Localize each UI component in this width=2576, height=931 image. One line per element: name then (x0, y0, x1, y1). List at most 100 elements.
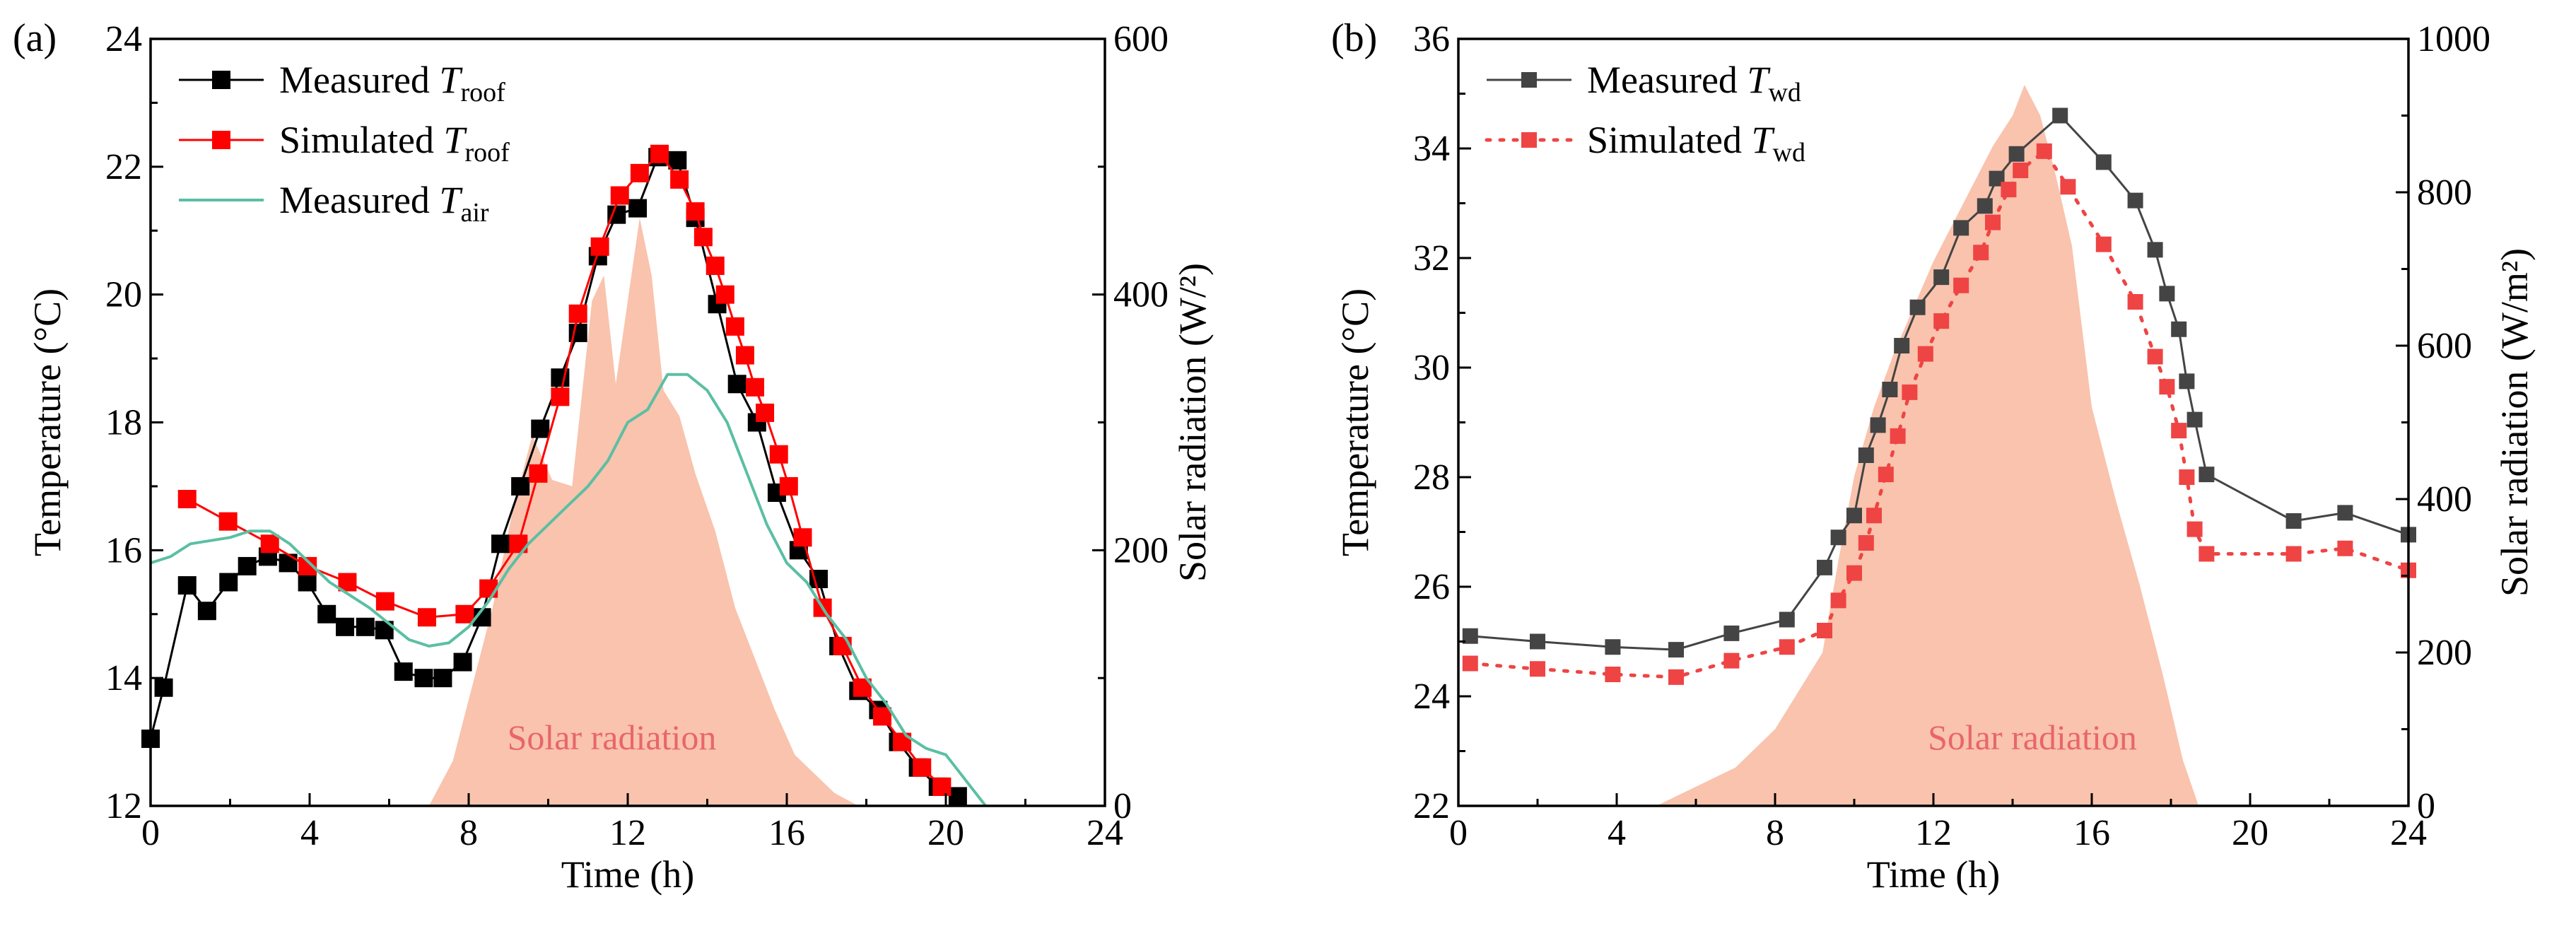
legend-prefix: Simulated (279, 119, 443, 161)
data-point (715, 285, 734, 304)
legend-marker (212, 131, 230, 149)
panel-label: (b) (1331, 16, 1377, 60)
data-point (2001, 182, 2017, 198)
data-point (197, 602, 216, 621)
x-tick-label: 4 (300, 813, 319, 853)
data-point (279, 554, 298, 573)
legend-entry: Measured Tair (279, 179, 489, 228)
y2-tick-label: 200 (1113, 530, 1169, 570)
data-point (2095, 236, 2112, 252)
x-tick-label: 20 (2232, 813, 2268, 853)
data-point (1530, 633, 1545, 650)
data-point (1878, 467, 1894, 483)
data-point (317, 604, 336, 623)
legend-prefix: Measured (279, 59, 439, 101)
x-tick-label: 20 (927, 813, 964, 853)
data-point (590, 237, 609, 256)
legend-prefix: Measured (279, 179, 439, 221)
data-point (2285, 513, 2302, 529)
x-tick-label: 0 (141, 813, 160, 853)
data-point (2147, 349, 2163, 365)
data-point (1933, 269, 1950, 286)
data-point (2127, 192, 2143, 209)
legend-entry: Simulated Troof (279, 119, 510, 168)
series-simulated-t-roof (177, 144, 952, 796)
data-point (913, 758, 932, 777)
data-point (2060, 179, 2076, 195)
data-point (1902, 384, 1918, 400)
x-axis: 0 4 8 12 16 20 24 Time (h) (1449, 793, 2427, 896)
y-axis-label: Temperature (°C) (26, 288, 69, 556)
data-point (2179, 469, 2195, 485)
x-tick-label: 4 (1608, 813, 1626, 853)
y2-tick-label: 0 (1113, 786, 1132, 826)
x-tick-label: 24 (2390, 813, 2427, 853)
data-point (260, 534, 279, 554)
legend-variable: T (439, 179, 463, 221)
data-point (1933, 313, 1950, 329)
data-point (1830, 592, 1846, 609)
data-point (453, 652, 472, 672)
legend-subscript: air (460, 198, 488, 228)
data-point (568, 304, 587, 323)
y-axis-right: 0 200 400 600 800 1000 Solar radiation (W/m²) (2396, 19, 2536, 826)
y-tick-label: 32 (1413, 238, 1450, 279)
data-point (2052, 107, 2068, 124)
data-point (686, 202, 705, 221)
data-point (1870, 417, 1886, 433)
data-point (336, 617, 355, 636)
data-point (551, 387, 570, 406)
data-point (756, 403, 775, 422)
y-axis-right: 0 200 400 600 Solar radiation (W/²) (1092, 19, 1214, 826)
y-axis-left: 22 24 26 28 30 32 34 36 Temperature (°C) (1334, 19, 1471, 826)
data-point (1953, 220, 1969, 236)
series-line (1468, 149, 2411, 679)
data-point (219, 573, 238, 592)
x-axis-label: Time (h) (561, 853, 695, 896)
data-point (2171, 321, 2187, 337)
data-point (2179, 373, 2195, 390)
legend-variable: T (1751, 119, 1775, 161)
data-point (1953, 277, 1969, 293)
data-point (1723, 652, 1740, 669)
legend-entry: Simulated Twd (1587, 119, 1805, 168)
data-point (177, 490, 197, 508)
data-point (2036, 143, 2052, 159)
legend-prefix: Measured (1587, 59, 1747, 101)
y2-tick-label: 600 (2417, 326, 2472, 366)
y-tick-label: 34 (1413, 129, 1450, 169)
data-point (2171, 423, 2187, 439)
data-point (1866, 508, 1882, 524)
data-point (1894, 338, 1910, 353)
data-point (433, 669, 452, 688)
legend-subscript: roof (460, 78, 505, 107)
legend-variable: T (443, 119, 467, 161)
data-point (2159, 286, 2175, 302)
y2-tick-label: 800 (2417, 172, 2472, 213)
data-point (491, 534, 510, 554)
series-measured-t-wd (1462, 107, 2416, 658)
data-point (2013, 163, 2029, 178)
data-point (2186, 411, 2203, 428)
legend: Measured Troof Simulated Troof Measured Ta… (179, 59, 510, 228)
data-point (725, 317, 744, 336)
y2-tick-label: 600 (1113, 19, 1169, 59)
data-point (1817, 623, 1832, 638)
data-point (1830, 529, 1846, 546)
data-point (1985, 214, 2001, 230)
y-tick-label: 12 (105, 786, 142, 826)
legend-variable: T (439, 59, 463, 101)
data-point (531, 419, 550, 438)
y-tick-label: 22 (105, 147, 142, 187)
y-tick-label: 36 (1413, 19, 1450, 59)
data-point (727, 375, 747, 394)
data-point (1668, 669, 1684, 685)
data-point (177, 576, 197, 595)
data-point (455, 604, 474, 623)
y2-axis-label: Solar radiation (W/m²) (2493, 248, 2536, 597)
y2-axis-label: Solar radiation (W/²) (1171, 263, 1214, 582)
